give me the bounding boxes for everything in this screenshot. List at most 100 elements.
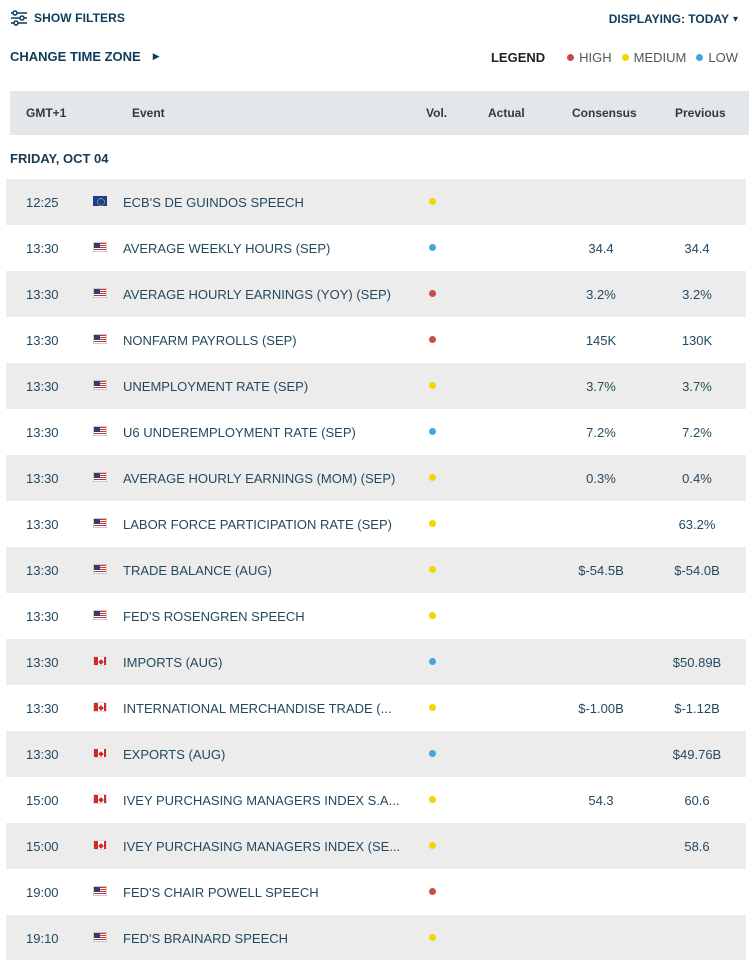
- event-time: 15:00: [26, 793, 59, 808]
- table-row[interactable]: 15:00 IVEY PURCHASING MANAGERS INDEX S.A.…: [6, 777, 746, 823]
- table-row[interactable]: 13:30 EXPORTS (AUG) $49.76B: [6, 731, 746, 777]
- table-row[interactable]: 13:30 FED'S ROSENGREN SPEECH: [6, 593, 746, 639]
- flag-us-icon: [93, 932, 107, 942]
- header-vol: Vol.: [426, 106, 448, 120]
- flag-ca-icon: [93, 840, 107, 850]
- event-time: 13:30: [26, 609, 59, 624]
- table-row[interactable]: 13:30 TRADE BALANCE (AUG) $-54.5B $-54.0B: [6, 547, 746, 593]
- low-volatility-dot-icon: [429, 428, 436, 435]
- event-name: LABOR FORCE PARTICIPATION RATE (SEP): [123, 517, 392, 532]
- table-row[interactable]: 13:30 IMPORTS (AUG) $50.89B: [6, 639, 746, 685]
- legend-low-label: LOW: [708, 50, 738, 65]
- table-row[interactable]: 13:30 U6 UNDEREMPLOYMENT RATE (SEP) 7.2% 7.…: [6, 409, 746, 455]
- event-name: ECB'S DE GUINDOS SPEECH: [123, 195, 304, 210]
- table-row[interactable]: 13:30 AVERAGE HOURLY EARNINGS (MOM) (SEP)…: [6, 455, 746, 501]
- medium-volatility-dot-icon: [429, 520, 436, 527]
- medium-volatility-dot-icon: [429, 566, 436, 573]
- header-consensus: Consensus: [572, 106, 637, 120]
- event-previous: 58.6: [684, 839, 710, 854]
- table-row[interactable]: 13:30 AVERAGE HOURLY EARNINGS (YOY) (SEP)…: [6, 271, 746, 317]
- legend-title: LEGEND: [490, 50, 546, 65]
- event-previous: $50.89B: [672, 655, 722, 670]
- event-previous: 3.2%: [682, 287, 712, 302]
- flag-us-icon: [93, 886, 107, 896]
- event-consensus: 0.3%: [586, 471, 616, 486]
- change-time-zone-label: CHANGE TIME ZONE: [10, 49, 141, 64]
- event-consensus: 3.2%: [586, 287, 616, 302]
- table-row[interactable]: 13:30 LABOR FORCE PARTICIPATION RATE (SEP…: [6, 501, 746, 547]
- event-name: EXPORTS (AUG): [123, 747, 226, 762]
- table-row[interactable]: 13:30 AVERAGE WEEKLY HOURS (SEP) 34.4 34.4: [6, 225, 746, 271]
- high-volatility-dot-icon: [429, 888, 436, 895]
- event-time: 13:30: [26, 747, 59, 762]
- event-consensus: 34.4: [588, 241, 614, 256]
- triangle-right-icon: ▶: [152, 51, 160, 61]
- displaying-dropdown[interactable]: DISPLAYING: TODAY ▾: [609, 12, 738, 26]
- event-list: 12:25 ECB'S DE GUINDOS SPEECH 13:30 AVERAGE…: [6, 179, 746, 960]
- flag-us-icon: [93, 242, 107, 252]
- high-dot-icon: [567, 54, 575, 61]
- event-time: 13:30: [26, 655, 59, 670]
- event-name: UNEMPLOYMENT RATE (SEP): [123, 379, 309, 394]
- event-name: U6 UNDEREMPLOYMENT RATE (SEP): [123, 425, 356, 440]
- event-previous: 3.7%: [682, 379, 712, 394]
- flag-us-icon: [93, 288, 107, 298]
- medium-volatility-dot-icon: [429, 382, 436, 389]
- high-volatility-dot-icon: [429, 290, 436, 297]
- legend-medium-label: MEDIUM: [633, 50, 687, 65]
- event-name: IVEY PURCHASING MANAGERS INDEX (SE...: [123, 839, 401, 854]
- event-consensus: $-54.5B: [578, 563, 624, 578]
- event-consensus: 7.2%: [586, 425, 616, 440]
- event-name: IVEY PURCHASING MANAGERS INDEX S.A...: [123, 793, 400, 808]
- table-row[interactable]: 12:25 ECB'S DE GUINDOS SPEECH: [6, 179, 746, 225]
- event-time: 15:00: [26, 839, 59, 854]
- event-previous: 34.4: [684, 241, 710, 256]
- event-previous: $49.76B: [672, 747, 722, 762]
- event-time: 12:25: [26, 195, 59, 210]
- medium-volatility-dot-icon: [429, 704, 436, 711]
- table-row[interactable]: 13:30 INTERNATIONAL MERCHANDISE TRADE (..…: [6, 685, 746, 731]
- event-name: TRADE BALANCE (AUG): [123, 563, 272, 578]
- event-name: IMPORTS (AUG): [123, 655, 223, 670]
- show-filters-label: SHOW FILTERS: [34, 11, 125, 25]
- flag-ca-icon: [93, 656, 107, 666]
- table-row[interactable]: 13:30 NONFARM PAYROLLS (SEP) 145K 130K: [6, 317, 746, 363]
- event-name: FED'S BRAINARD SPEECH: [123, 931, 289, 946]
- event-time: 19:10: [26, 931, 59, 946]
- event-previous: $-1.12B: [674, 701, 720, 716]
- high-volatility-dot-icon: [429, 336, 436, 343]
- table-row[interactable]: 15:00 IVEY PURCHASING MANAGERS INDEX (SE.…: [6, 823, 746, 869]
- legend-high-label: HIGH: [579, 50, 612, 65]
- table-row[interactable]: 13:30 UNEMPLOYMENT RATE (SEP) 3.7% 3.7%: [6, 363, 746, 409]
- change-time-zone-button[interactable]: CHANGE TIME ZONE ▶: [10, 49, 160, 64]
- legend-high: HIGH: [567, 50, 612, 65]
- event-previous: 63.2%: [678, 517, 716, 532]
- event-time: 13:30: [26, 379, 59, 394]
- flag-us-icon: [93, 610, 107, 620]
- event-consensus: 145K: [585, 333, 617, 348]
- sliders-icon: [10, 10, 28, 26]
- low-dot-icon: [696, 54, 704, 61]
- medium-volatility-dot-icon: [429, 796, 436, 803]
- flag-eu-icon: [93, 196, 107, 206]
- table-row[interactable]: 19:00 FED'S CHAIR POWELL SPEECH: [6, 869, 746, 915]
- event-consensus: 54.3: [588, 793, 614, 808]
- event-time: 13:30: [26, 563, 59, 578]
- timezone-legend-bar: CHANGE TIME ZONE ▶ LEGEND HIGH MEDIUM LO…: [0, 40, 752, 74]
- medium-volatility-dot-icon: [429, 934, 436, 941]
- event-consensus: $-1.00B: [578, 701, 624, 716]
- header-actual: Actual: [488, 106, 525, 120]
- show-filters-button[interactable]: SHOW FILTERS: [10, 10, 125, 26]
- flag-us-icon: [93, 334, 107, 344]
- medium-volatility-dot-icon: [429, 198, 436, 205]
- event-name: AVERAGE HOURLY EARNINGS (MOM) (SEP): [123, 471, 396, 486]
- table-row[interactable]: 19:10 FED'S BRAINARD SPEECH: [6, 915, 746, 960]
- table-header: GMT+1 Event Vol. Actual Consensus Previo…: [10, 91, 749, 135]
- event-previous: 130K: [681, 333, 713, 348]
- event-name: INTERNATIONAL MERCHANDISE TRADE (...: [123, 701, 392, 716]
- event-time: 13:30: [26, 287, 59, 302]
- header-time[interactable]: GMT+1: [26, 106, 67, 120]
- displaying-label: DISPLAYING: TODAY: [608, 12, 729, 26]
- flag-ca-icon: [93, 748, 107, 758]
- medium-volatility-dot-icon: [429, 612, 436, 619]
